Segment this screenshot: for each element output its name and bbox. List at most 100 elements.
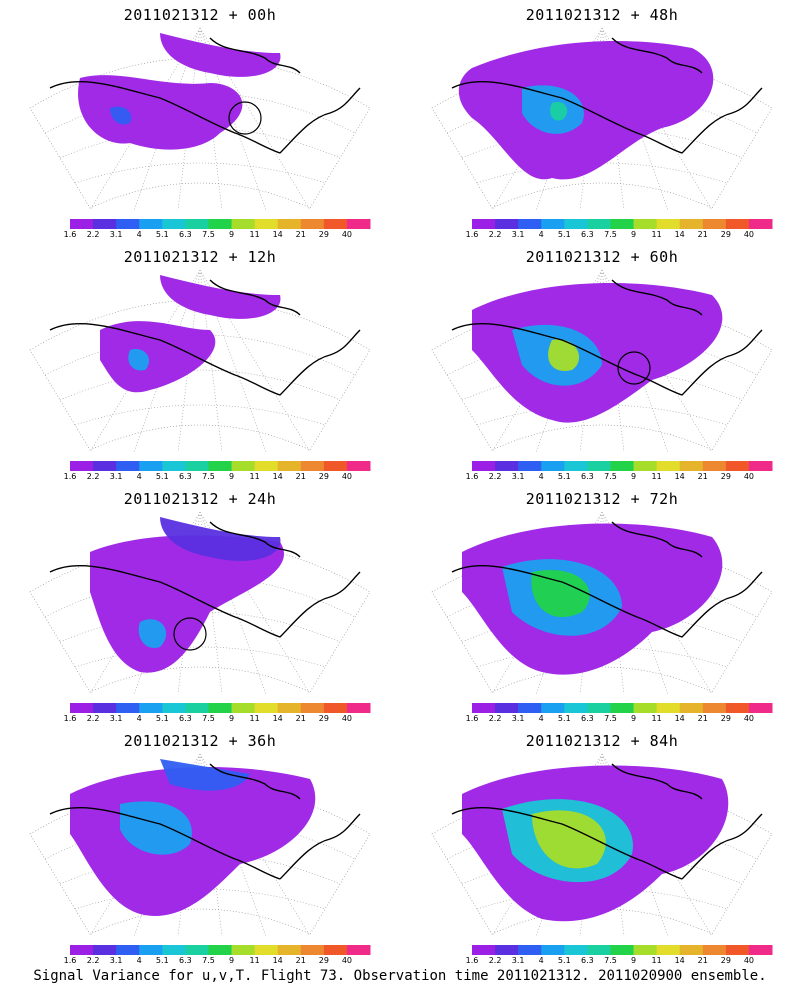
colorbar-tick-label: 9 <box>630 956 637 965</box>
longitude-line <box>199 269 267 453</box>
colorbar-swatch <box>300 461 325 471</box>
colorbar-tick-label: 1.6 <box>63 714 77 723</box>
polar-map <box>431 511 773 695</box>
colorbar-swatch <box>564 219 588 229</box>
colorbar-tick-label: 40 <box>743 230 755 239</box>
colorbar-tick-label: 5.1 <box>155 230 169 239</box>
polar-map <box>431 27 773 211</box>
colorbar-tick-label: 1.6 <box>465 714 479 723</box>
colorbar-tick-label: 29 <box>318 230 329 239</box>
colorbar-swatch <box>254 461 279 471</box>
colorbar-swatch <box>587 703 611 713</box>
longitude-line <box>491 269 603 453</box>
colorbar-swatch <box>541 945 565 955</box>
variance-contour <box>90 535 284 673</box>
map-panel: 2011021312 + 72h 1.6 2.2 3.1 4 5.1 6.3 7.5 9 11 14… <box>412 484 792 723</box>
colorbar-tick-label: 21 <box>295 472 306 481</box>
colorbar-labels: 1.6 2.2 3.1 4 5.1 6.3 7.5 9 11 14 21 29 40 <box>466 472 787 482</box>
colorbar-tick-label: 3.1 <box>109 230 123 239</box>
colorbar-swatch <box>610 945 635 955</box>
longitude-line <box>601 753 713 937</box>
colorbar-swatch <box>231 461 256 471</box>
colorbar-swatch <box>93 219 117 229</box>
colorbar-tick-label: 3.1 <box>109 714 123 723</box>
colorbar <box>70 703 371 713</box>
colorbar-tick-label: 29 <box>318 714 329 723</box>
colorbar <box>472 945 773 955</box>
colorbar-tick-label: 14 <box>272 956 283 965</box>
colorbar-tick-label: 3.1 <box>109 956 123 965</box>
colorbar-swatch <box>346 461 371 471</box>
colorbar-tick-label: 2.2 <box>488 714 502 723</box>
coastline <box>451 279 763 396</box>
colorbar-swatch <box>587 219 611 229</box>
colorbar-swatch <box>518 945 542 955</box>
colorbar-tick-label: 21 <box>697 472 708 481</box>
colorbar-swatch <box>702 219 727 229</box>
colorbar-tick-label: 29 <box>318 956 329 965</box>
variance-contour <box>120 801 192 855</box>
colorbar-tick-label: 5.1 <box>557 230 571 239</box>
colorbar-tick-label: 7.5 <box>604 472 617 481</box>
colorbar-swatch <box>231 703 256 713</box>
variance-contour <box>458 40 714 180</box>
colorbar-tick-label: 3.1 <box>109 472 123 481</box>
colorbar-swatch <box>656 703 681 713</box>
colorbar-tick-label: 40 <box>341 472 353 481</box>
map-panel: 2011021312 + 36h 1.6 2.2 3.1 4 5.1 6.3 7.5 9 11 14… <box>10 726 390 965</box>
colorbar-swatch <box>277 945 302 955</box>
colorbar-swatch <box>633 703 658 713</box>
longitude-line <box>491 27 603 211</box>
map-panel: 2011021312 + 00h 1.6 2.2 3.1 4 5.1 6.3 7.5 9 11 14… <box>10 0 390 239</box>
longitude-line <box>199 511 267 695</box>
colorbar-swatch <box>656 461 681 471</box>
panel-title: 2011021312 + 00h <box>123 6 277 24</box>
colorbar-tick-label: 4 <box>136 956 142 965</box>
coastline <box>49 37 361 154</box>
colorbar-tick-label: 29 <box>318 472 329 481</box>
colorbar-tick-label: 2.2 <box>86 714 100 723</box>
colorbar-tick-label: 4 <box>538 714 544 723</box>
variance-contour <box>78 75 243 150</box>
colorbar-swatch <box>564 945 588 955</box>
map-boundary <box>431 299 773 451</box>
longitude-line <box>199 27 311 211</box>
colorbar-tick-label: 21 <box>295 714 306 723</box>
colorbar-swatch <box>472 219 496 229</box>
colorbar-tick-label: 14 <box>674 472 685 481</box>
colorbar-tick-label: 2.2 <box>86 230 100 239</box>
colorbar-tick-label: 11 <box>651 956 662 965</box>
colorbar-swatch <box>495 461 519 471</box>
colorbar-labels: 1.6 2.2 3.1 4 5.1 6.3 7.5 9 11 14 21 29 40 <box>466 230 787 240</box>
colorbar-tick-label: 40 <box>743 956 755 965</box>
latitude-line <box>476 404 728 426</box>
colorbar-swatch <box>70 945 94 955</box>
colorbar-tick-label: 11 <box>249 956 260 965</box>
colorbar-swatch <box>702 703 727 713</box>
colorbar-swatch <box>472 703 496 713</box>
colorbar-swatch <box>323 219 348 229</box>
colorbar-tick-label: 40 <box>341 230 353 239</box>
colorbar-tick-label: 11 <box>651 714 662 723</box>
colorbar-tick-label: 9 <box>228 230 235 239</box>
polar-map <box>29 753 371 937</box>
colorbar <box>472 461 773 471</box>
coastline <box>49 521 361 638</box>
colorbar-swatch <box>162 219 186 229</box>
longitude-line <box>89 27 201 211</box>
colorbar-tick-label: 21 <box>295 230 306 239</box>
colorbar-swatch <box>679 461 704 471</box>
variance-contour <box>110 106 132 125</box>
colorbar-swatch <box>346 703 371 713</box>
colorbar-tick-label: 4 <box>136 714 142 723</box>
variance-contour <box>548 339 580 371</box>
colorbar-tick-label: 11 <box>249 472 260 481</box>
colorbar-tick-label: 3.1 <box>511 714 525 723</box>
colorbar-swatch <box>185 945 209 955</box>
coastline <box>451 37 763 154</box>
colorbar-swatch <box>541 703 565 713</box>
colorbar-tick-label: 5.1 <box>557 956 571 965</box>
variance-contour <box>550 101 568 121</box>
colorbar-swatch <box>725 703 750 713</box>
longitude-line <box>601 27 713 211</box>
